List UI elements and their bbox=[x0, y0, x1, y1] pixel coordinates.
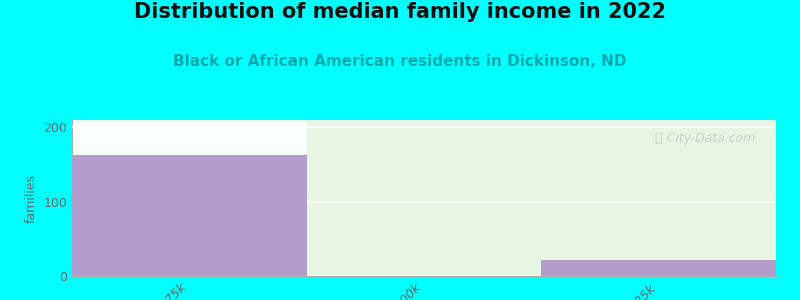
Bar bbox=[542, 260, 776, 276]
Text: Black or African American residents in Dickinson, ND: Black or African American residents in D… bbox=[174, 54, 626, 69]
Bar bbox=[72, 120, 306, 276]
Bar bbox=[72, 155, 306, 276]
Bar bbox=[306, 120, 776, 276]
Y-axis label: families: families bbox=[25, 173, 38, 223]
Text: Distribution of median family income in 2022: Distribution of median family income in … bbox=[134, 2, 666, 22]
Text: ⓘ City-Data.com: ⓘ City-Data.com bbox=[654, 133, 755, 146]
